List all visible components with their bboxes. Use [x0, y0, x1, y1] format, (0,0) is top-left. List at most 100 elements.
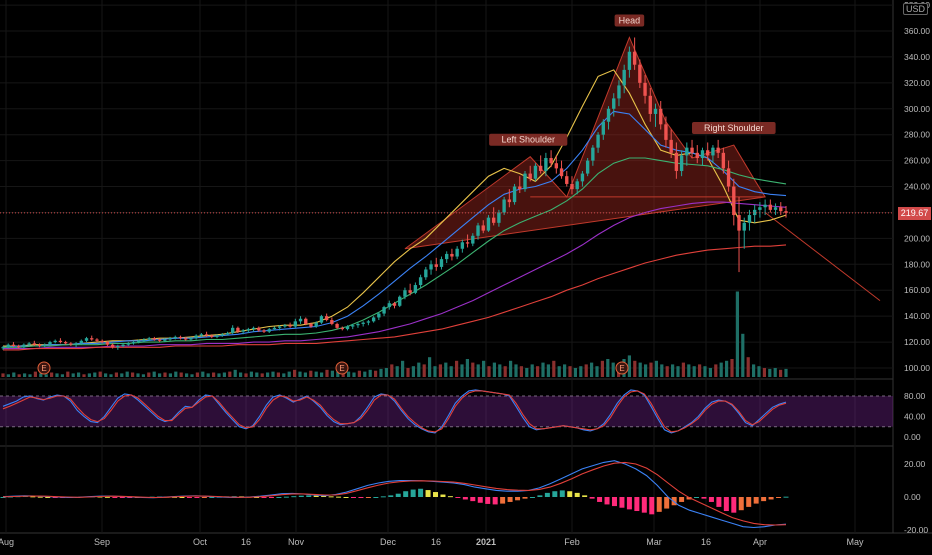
volume-bar	[719, 362, 723, 377]
candle-body	[288, 325, 292, 327]
volume-bar	[255, 372, 259, 377]
annotation-label: Head	[619, 15, 641, 25]
candle-body	[366, 321, 371, 323]
candle-body	[476, 225, 480, 236]
macd-histogram-bar	[0, 497, 6, 498]
candle-body	[69, 343, 73, 345]
volume-bar	[314, 371, 318, 377]
candle-body	[533, 165, 538, 179]
candle-body	[752, 209, 757, 216]
macd-histogram-bar	[291, 496, 297, 498]
volume-bar	[6, 374, 10, 377]
volume-bar	[703, 366, 707, 377]
macd-histogram-bar	[649, 497, 655, 515]
macd-histogram-bar	[380, 496, 386, 498]
volume-bar	[228, 371, 232, 377]
volume-bar	[303, 372, 307, 377]
candle-body	[251, 327, 256, 330]
macd-histogram-bar	[45, 497, 51, 498]
macd-histogram-bar	[119, 497, 125, 498]
candle-body	[554, 163, 559, 169]
macd-histogram-bar	[738, 497, 744, 511]
macd-histogram-bar	[604, 497, 610, 505]
y-tick-label: 180.00	[904, 259, 930, 269]
volume-bar	[698, 364, 702, 377]
macd-histogram-bar	[403, 491, 409, 497]
oscillator-line	[2, 390, 787, 433]
volume-bar	[271, 371, 275, 377]
volume-bar	[395, 366, 399, 377]
candle-body	[377, 313, 381, 318]
volume-bar	[681, 362, 685, 377]
volume-bar	[730, 359, 734, 377]
volume-bar	[460, 364, 464, 377]
macd-histogram-bar	[112, 497, 118, 498]
volume-bar	[644, 364, 648, 377]
volume-bar	[557, 366, 561, 377]
candle-body	[267, 329, 271, 332]
volume-bar	[82, 374, 86, 377]
candle-body	[37, 344, 42, 346]
candle-body	[319, 316, 324, 323]
x-tick-label: Feb	[564, 537, 580, 547]
macd-histogram-bar	[731, 497, 737, 513]
volume-bar	[293, 369, 297, 377]
candle-body	[230, 327, 235, 334]
volume-bar	[249, 371, 253, 377]
y-tick-label: 280.00	[904, 130, 930, 140]
volume-bar	[352, 372, 356, 377]
macd-histogram-bar	[127, 497, 133, 498]
x-tick-label: 16	[701, 537, 711, 547]
currency-badge[interactable]: USD	[902, 3, 928, 15]
macd-histogram-bar	[694, 497, 700, 498]
candle-body	[356, 323, 360, 326]
macd-histogram-bar	[261, 497, 267, 498]
candle-body	[638, 64, 642, 83]
volume-bar	[93, 372, 97, 377]
candle-body	[455, 248, 459, 257]
macd-histogram-bar	[641, 497, 647, 513]
candle-body	[528, 173, 532, 179]
volume-bar	[309, 370, 313, 377]
volume-bar	[357, 370, 361, 377]
candle-body	[398, 296, 402, 306]
candle-body	[257, 327, 261, 331]
macd-histogram-bar	[611, 497, 617, 507]
volume-bar	[320, 372, 324, 377]
macd-histogram-bar	[254, 497, 260, 498]
volume-bar	[725, 360, 729, 377]
candle-body	[596, 134, 600, 148]
candle-body	[648, 95, 652, 114]
volume-bar	[244, 373, 248, 377]
candle-body	[137, 340, 141, 343]
macd-histogram-bar	[365, 497, 371, 498]
macd-histogram-bar	[358, 497, 364, 498]
candle-body	[460, 242, 465, 249]
candle-body	[726, 168, 731, 187]
candle-body	[439, 259, 444, 267]
macd-histogram-bar	[529, 497, 535, 498]
candle-body	[371, 317, 376, 322]
volume-bar	[779, 369, 783, 377]
macd-histogram-bar	[328, 496, 334, 498]
candle-body	[507, 199, 512, 203]
annotation-box	[692, 122, 776, 135]
macd-histogram-bar	[656, 497, 662, 512]
candle-body	[570, 183, 574, 190]
volume-bar	[276, 372, 280, 377]
candle-body	[236, 327, 240, 332]
candle-body	[471, 235, 475, 244]
volume-bar	[374, 370, 378, 377]
candle-body	[413, 285, 418, 293]
volume-bar	[379, 368, 383, 377]
volume-bar	[692, 366, 696, 377]
candle-body	[674, 152, 679, 171]
volume-bar	[611, 362, 615, 377]
ema-line	[3, 201, 787, 350]
volume-bar	[546, 364, 550, 377]
candle-body	[622, 69, 626, 86]
volume-bar	[201, 371, 205, 377]
candle-body	[215, 335, 219, 337]
